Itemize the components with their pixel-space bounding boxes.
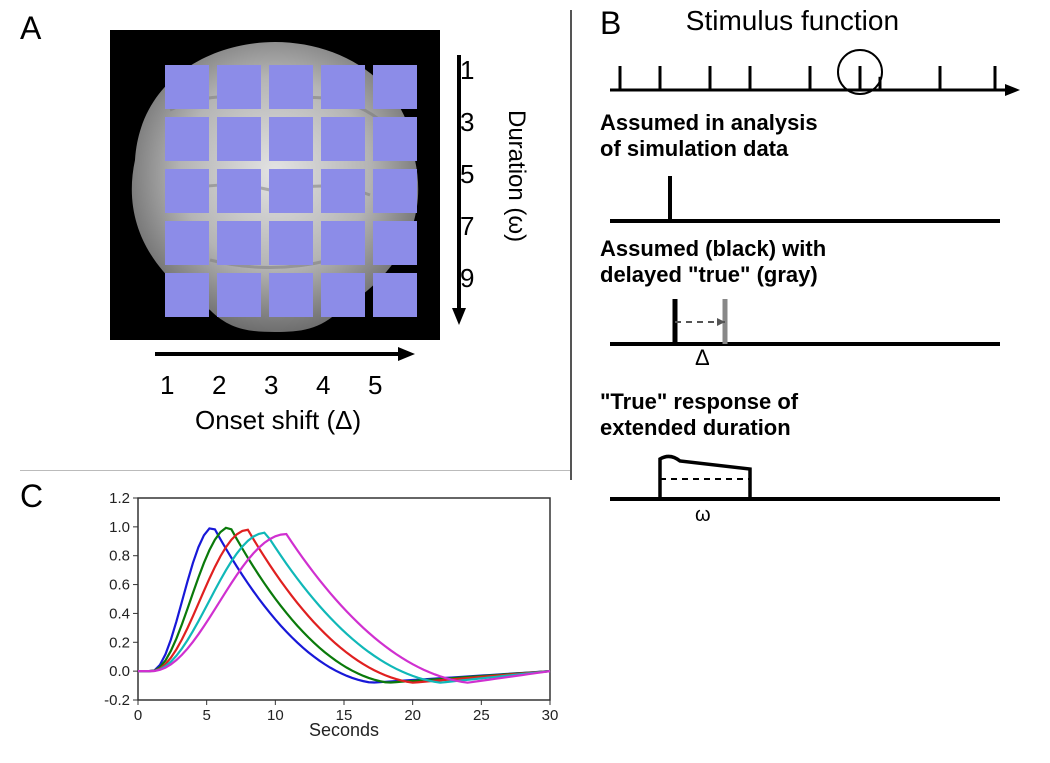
delta-label: Δ: [695, 345, 1040, 371]
section2-heading-l2: delayed "true" (gray): [600, 262, 1040, 288]
duration-tick: 7: [460, 211, 474, 242]
section1-diagram: [600, 163, 1030, 228]
svg-text:30: 30: [542, 707, 559, 724]
duration-tick: 1: [460, 55, 474, 86]
svg-text:0: 0: [134, 707, 142, 724]
svg-text:-0.2: -0.2: [104, 692, 130, 709]
onset-tick: 3: [264, 370, 278, 401]
panel-b-label: B: [600, 5, 621, 42]
brain-image-box: [110, 30, 440, 340]
svg-text:0.6: 0.6: [109, 577, 130, 594]
section1-heading-l2: of simulation data: [600, 136, 1040, 162]
hrf-chart: -0.20.00.20.40.60.81.01.2051015202530Sec…: [90, 488, 560, 738]
svg-text:1.2: 1.2: [109, 490, 130, 507]
duration-tick: 9: [460, 263, 474, 294]
svg-text:Seconds: Seconds: [309, 720, 379, 738]
onset-tick: 2: [212, 370, 226, 401]
stimulus-function-diagram: [600, 42, 1030, 102]
onset-tick: 1: [160, 370, 174, 401]
svg-text:20: 20: [404, 707, 421, 724]
svg-text:0.2: 0.2: [109, 634, 130, 651]
panel-c: C -0.20.00.20.40.60.81.01.2051015202530S…: [20, 478, 580, 758]
onset-axis-label: Onset shift (Δ): [195, 405, 361, 436]
onset-tick: 5: [368, 370, 382, 401]
brain-svg: [110, 30, 440, 340]
panel-b: B Stimulus function Assumed in analysis …: [600, 5, 1040, 527]
vertical-divider: [570, 10, 572, 480]
svg-text:5: 5: [202, 707, 210, 724]
section3-diagram: [600, 441, 1030, 506]
svg-text:1.0: 1.0: [109, 519, 130, 536]
svg-text:0.4: 0.4: [109, 605, 130, 622]
panel-c-label: C: [20, 478, 43, 515]
onset-arrow-icon: [150, 345, 420, 363]
duration-tick: 3: [460, 107, 474, 138]
panel-a: A: [20, 10, 570, 450]
svg-text:0.8: 0.8: [109, 548, 130, 565]
duration-axis-label: Duration (ω): [502, 110, 530, 242]
svg-text:25: 25: [473, 707, 490, 724]
section2-heading-l1: Assumed (black) with: [600, 236, 1040, 262]
section3-heading-l1: "True" response of: [600, 389, 1040, 415]
svg-text:10: 10: [267, 707, 284, 724]
panel-b-title: Stimulus function: [686, 5, 899, 37]
panel-a-label: A: [20, 10, 41, 47]
omega-label: ω: [695, 504, 1040, 527]
section2-diagram: [600, 289, 1030, 349]
onset-tick: 4: [316, 370, 330, 401]
section3-heading-l2: extended duration: [600, 415, 1040, 441]
section1-heading-l1: Assumed in analysis: [600, 110, 1040, 136]
svg-text:0.0: 0.0: [109, 663, 130, 680]
horizontal-divider: [20, 470, 570, 471]
duration-tick: 5: [460, 159, 474, 190]
